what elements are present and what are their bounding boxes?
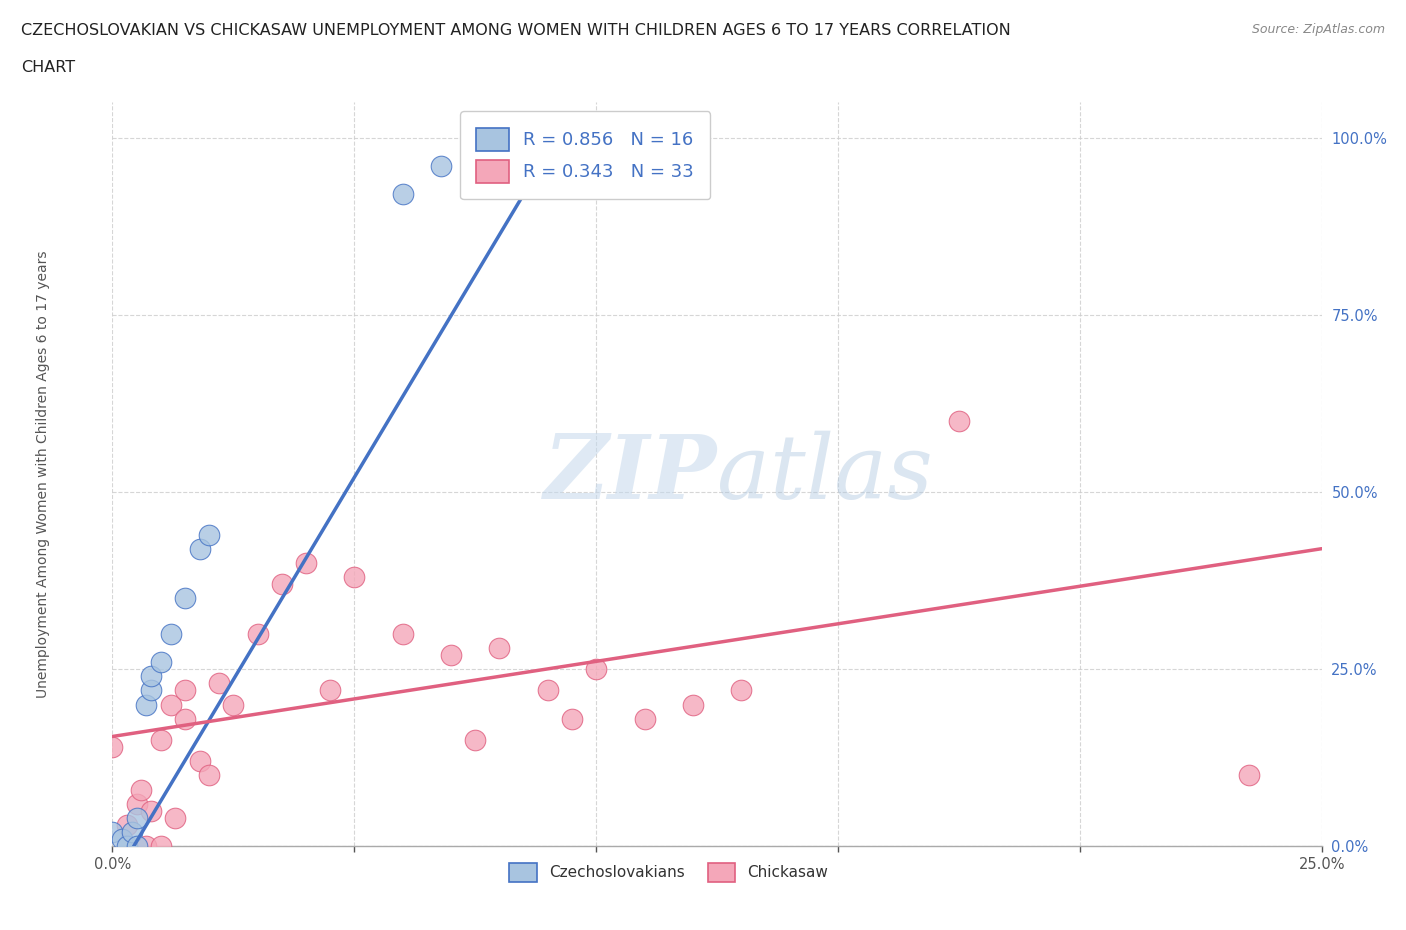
- Point: [730, 683, 752, 698]
- Point: [125, 811, 148, 826]
- Point: [174, 711, 197, 726]
- Point: [115, 839, 138, 854]
- Point: [1237, 768, 1260, 783]
- Point: [198, 768, 221, 783]
- Point: [270, 577, 292, 591]
- Point: [159, 698, 181, 712]
- Point: [111, 831, 134, 846]
- Point: [149, 655, 172, 670]
- Point: [682, 698, 704, 712]
- Point: [208, 676, 231, 691]
- Point: [188, 541, 211, 556]
- Text: atlas: atlas: [717, 431, 932, 518]
- Point: [141, 683, 163, 698]
- Text: Source: ZipAtlas.com: Source: ZipAtlas.com: [1251, 23, 1385, 36]
- Point: [125, 796, 148, 811]
- Point: [585, 662, 607, 677]
- Point: [488, 641, 510, 656]
- Point: [121, 825, 143, 840]
- Point: [537, 683, 560, 698]
- Point: [174, 591, 197, 605]
- Point: [948, 414, 970, 429]
- Point: [149, 839, 172, 854]
- Point: [101, 739, 124, 754]
- Point: [149, 733, 172, 748]
- Point: [125, 839, 148, 854]
- Point: [141, 669, 163, 684]
- Point: [295, 555, 318, 570]
- Point: [391, 187, 413, 202]
- Point: [430, 159, 453, 174]
- Point: [131, 782, 153, 797]
- Point: [115, 817, 138, 832]
- Point: [222, 698, 245, 712]
- Point: [464, 733, 486, 748]
- Text: CZECHOSLOVAKIAN VS CHICKASAW UNEMPLOYMENT AMONG WOMEN WITH CHILDREN AGES 6 TO 17: CZECHOSLOVAKIAN VS CHICKASAW UNEMPLOYMEN…: [21, 23, 1011, 38]
- Y-axis label: Unemployment Among Women with Children Ages 6 to 17 years: Unemployment Among Women with Children A…: [37, 250, 51, 698]
- Point: [198, 527, 221, 542]
- Text: ZIP: ZIP: [544, 431, 717, 518]
- Point: [319, 683, 342, 698]
- Point: [141, 804, 163, 818]
- Point: [135, 698, 157, 712]
- Point: [188, 754, 211, 769]
- Point: [174, 683, 197, 698]
- Point: [343, 569, 366, 584]
- Point: [561, 711, 583, 726]
- Legend: Czechoslovakians, Chickasaw: Czechoslovakians, Chickasaw: [496, 850, 841, 895]
- Point: [391, 626, 413, 641]
- Point: [440, 647, 463, 662]
- Text: CHART: CHART: [21, 60, 75, 75]
- Point: [246, 626, 269, 641]
- Point: [101, 825, 124, 840]
- Point: [135, 839, 157, 854]
- Point: [633, 711, 655, 726]
- Point: [159, 626, 181, 641]
- Point: [165, 811, 187, 826]
